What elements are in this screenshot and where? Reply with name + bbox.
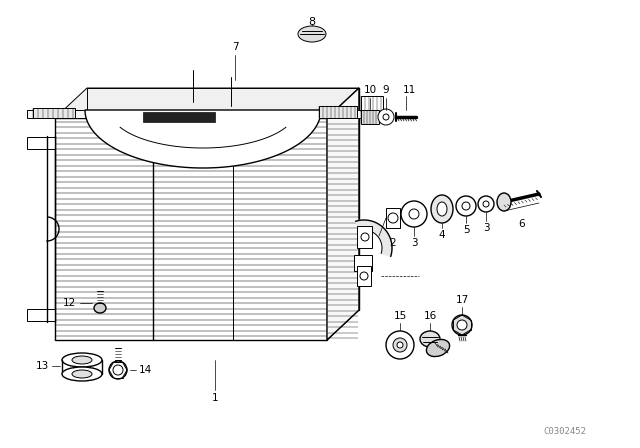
Polygon shape	[55, 88, 359, 118]
Bar	[55, 118, 327, 340]
Polygon shape	[356, 220, 392, 256]
Circle shape	[409, 209, 419, 219]
Text: 17: 17	[456, 295, 468, 305]
Circle shape	[401, 201, 427, 227]
Bar	[33, 108, 75, 118]
Ellipse shape	[62, 367, 102, 381]
Bar	[62, 360, 102, 374]
Bar	[357, 226, 372, 248]
Bar	[87, 88, 359, 310]
Text: 7: 7	[232, 42, 238, 52]
Circle shape	[393, 338, 407, 352]
Text: 5: 5	[463, 225, 469, 235]
Circle shape	[113, 365, 123, 375]
Circle shape	[397, 342, 403, 348]
Circle shape	[361, 233, 369, 241]
Ellipse shape	[431, 195, 453, 223]
Bar	[143, 112, 215, 122]
Circle shape	[383, 114, 389, 120]
Text: 11: 11	[403, 85, 415, 95]
Text: 10: 10	[364, 85, 376, 95]
Ellipse shape	[497, 193, 511, 211]
Ellipse shape	[62, 353, 102, 367]
Bar	[386, 208, 400, 228]
Text: 1: 1	[212, 393, 218, 403]
Text: 16: 16	[424, 311, 436, 321]
Circle shape	[360, 272, 368, 280]
Text: 9: 9	[383, 85, 389, 95]
Ellipse shape	[437, 202, 447, 216]
Bar	[27, 110, 367, 118]
Circle shape	[388, 213, 398, 223]
Bar	[361, 96, 383, 112]
Circle shape	[457, 320, 467, 330]
Text: 13: 13	[36, 361, 49, 371]
Polygon shape	[55, 310, 359, 340]
Ellipse shape	[94, 303, 106, 313]
Circle shape	[452, 315, 472, 335]
Text: 8: 8	[308, 17, 316, 27]
Text: 6: 6	[518, 219, 525, 229]
Text: 3: 3	[483, 223, 490, 233]
Text: 4: 4	[438, 230, 445, 240]
Text: C0302452: C0302452	[543, 427, 586, 436]
Bar	[354, 255, 372, 271]
Polygon shape	[327, 88, 359, 340]
Circle shape	[109, 361, 127, 379]
Text: 12: 12	[63, 298, 76, 308]
Bar	[27, 137, 55, 149]
Circle shape	[456, 196, 476, 216]
Circle shape	[462, 202, 470, 210]
Text: 2: 2	[390, 238, 396, 248]
Bar	[357, 266, 371, 286]
Text: 3: 3	[411, 238, 417, 248]
Bar	[361, 110, 379, 124]
Ellipse shape	[72, 356, 92, 364]
Text: 15: 15	[394, 311, 406, 321]
Circle shape	[378, 109, 394, 125]
Polygon shape	[327, 88, 359, 340]
Ellipse shape	[426, 340, 450, 357]
Text: 14: 14	[139, 365, 152, 375]
Polygon shape	[85, 110, 321, 168]
Bar	[27, 309, 55, 321]
Circle shape	[483, 201, 489, 207]
Ellipse shape	[298, 26, 326, 42]
Circle shape	[478, 196, 494, 212]
Ellipse shape	[72, 370, 92, 378]
Circle shape	[386, 331, 414, 359]
Ellipse shape	[420, 331, 440, 347]
Bar	[319, 106, 357, 118]
